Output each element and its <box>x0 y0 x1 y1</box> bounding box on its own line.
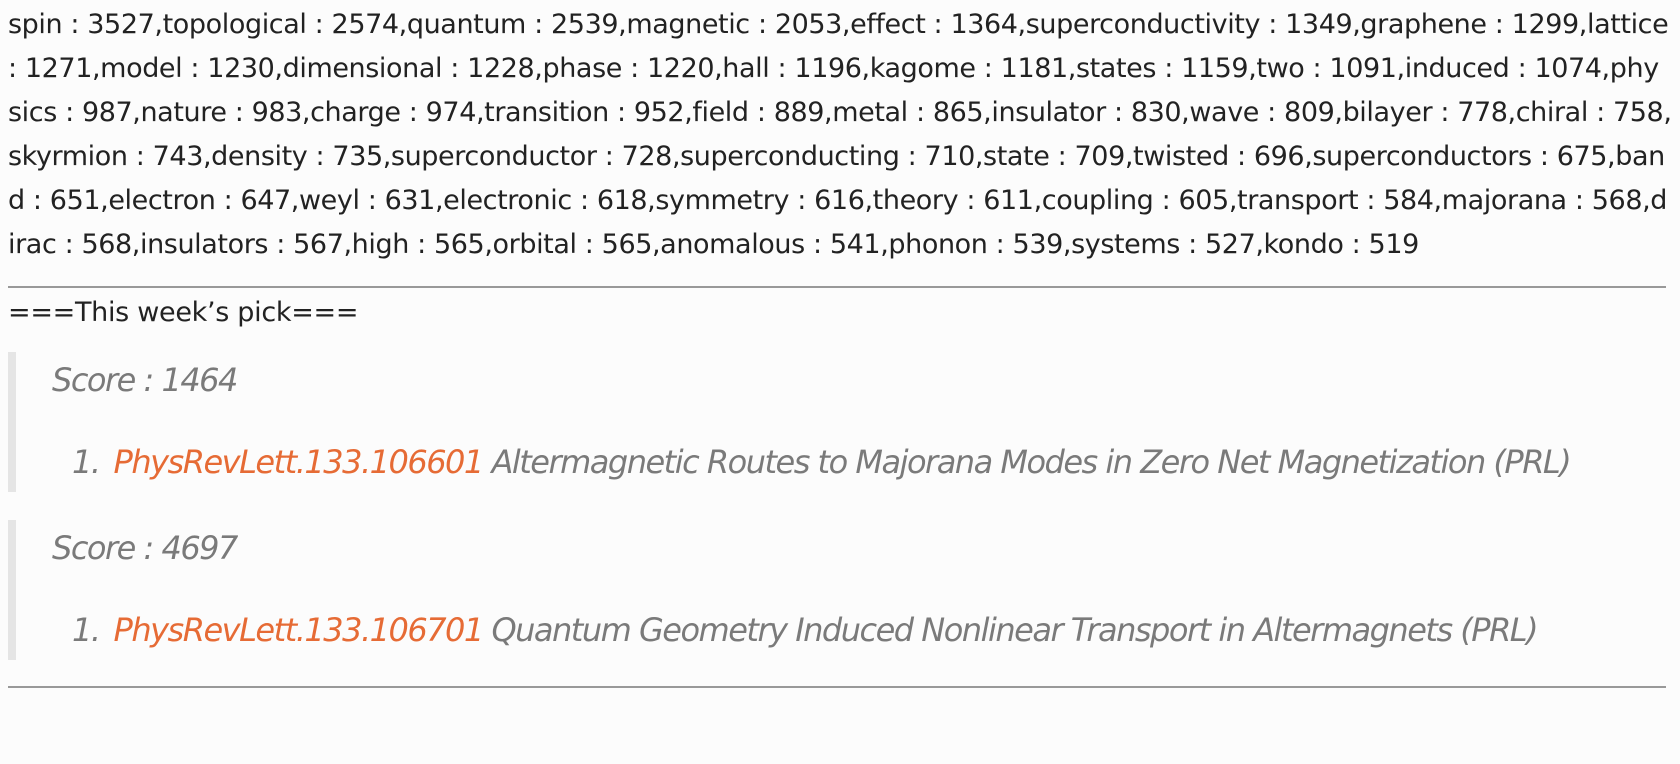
keyword-frequency-list: spin : 3527,topological : 2574,quantum :… <box>8 9 1672 260</box>
paper-link[interactable]: PhysRevLett.133.106601 <box>113 443 485 481</box>
weekly-pick-heading: ===This week’s pick=== <box>8 297 359 328</box>
paper-title: Quantum Geometry Induced Nonlinear Trans… <box>491 611 1538 649</box>
pick-score: Score : 1464 <box>52 361 238 399</box>
pick-score: Score : 4697 <box>52 529 238 567</box>
paper-link[interactable]: PhysRevLett.133.106701 <box>113 611 485 649</box>
divider-bottom <box>8 686 1666 688</box>
pick-block-2: Score : 4697 1. PhysRevLett.133.106701 Qu… <box>8 520 1672 660</box>
pick-entry: 1. PhysRevLett.133.106701 Quantum Geometr… <box>52 610 1672 660</box>
pick-block-1: Score : 1464 1. PhysRevLett.133.106601 Al… <box>8 352 1672 492</box>
paper-title: Altermagnetic Routes to Majorana Modes i… <box>491 443 1571 481</box>
pick-entry: 1. PhysRevLett.133.106601 Altermagnetic R… <box>52 442 1672 492</box>
divider-top <box>8 286 1666 288</box>
list-number: 1. <box>72 443 101 481</box>
list-number: 1. <box>72 611 101 649</box>
